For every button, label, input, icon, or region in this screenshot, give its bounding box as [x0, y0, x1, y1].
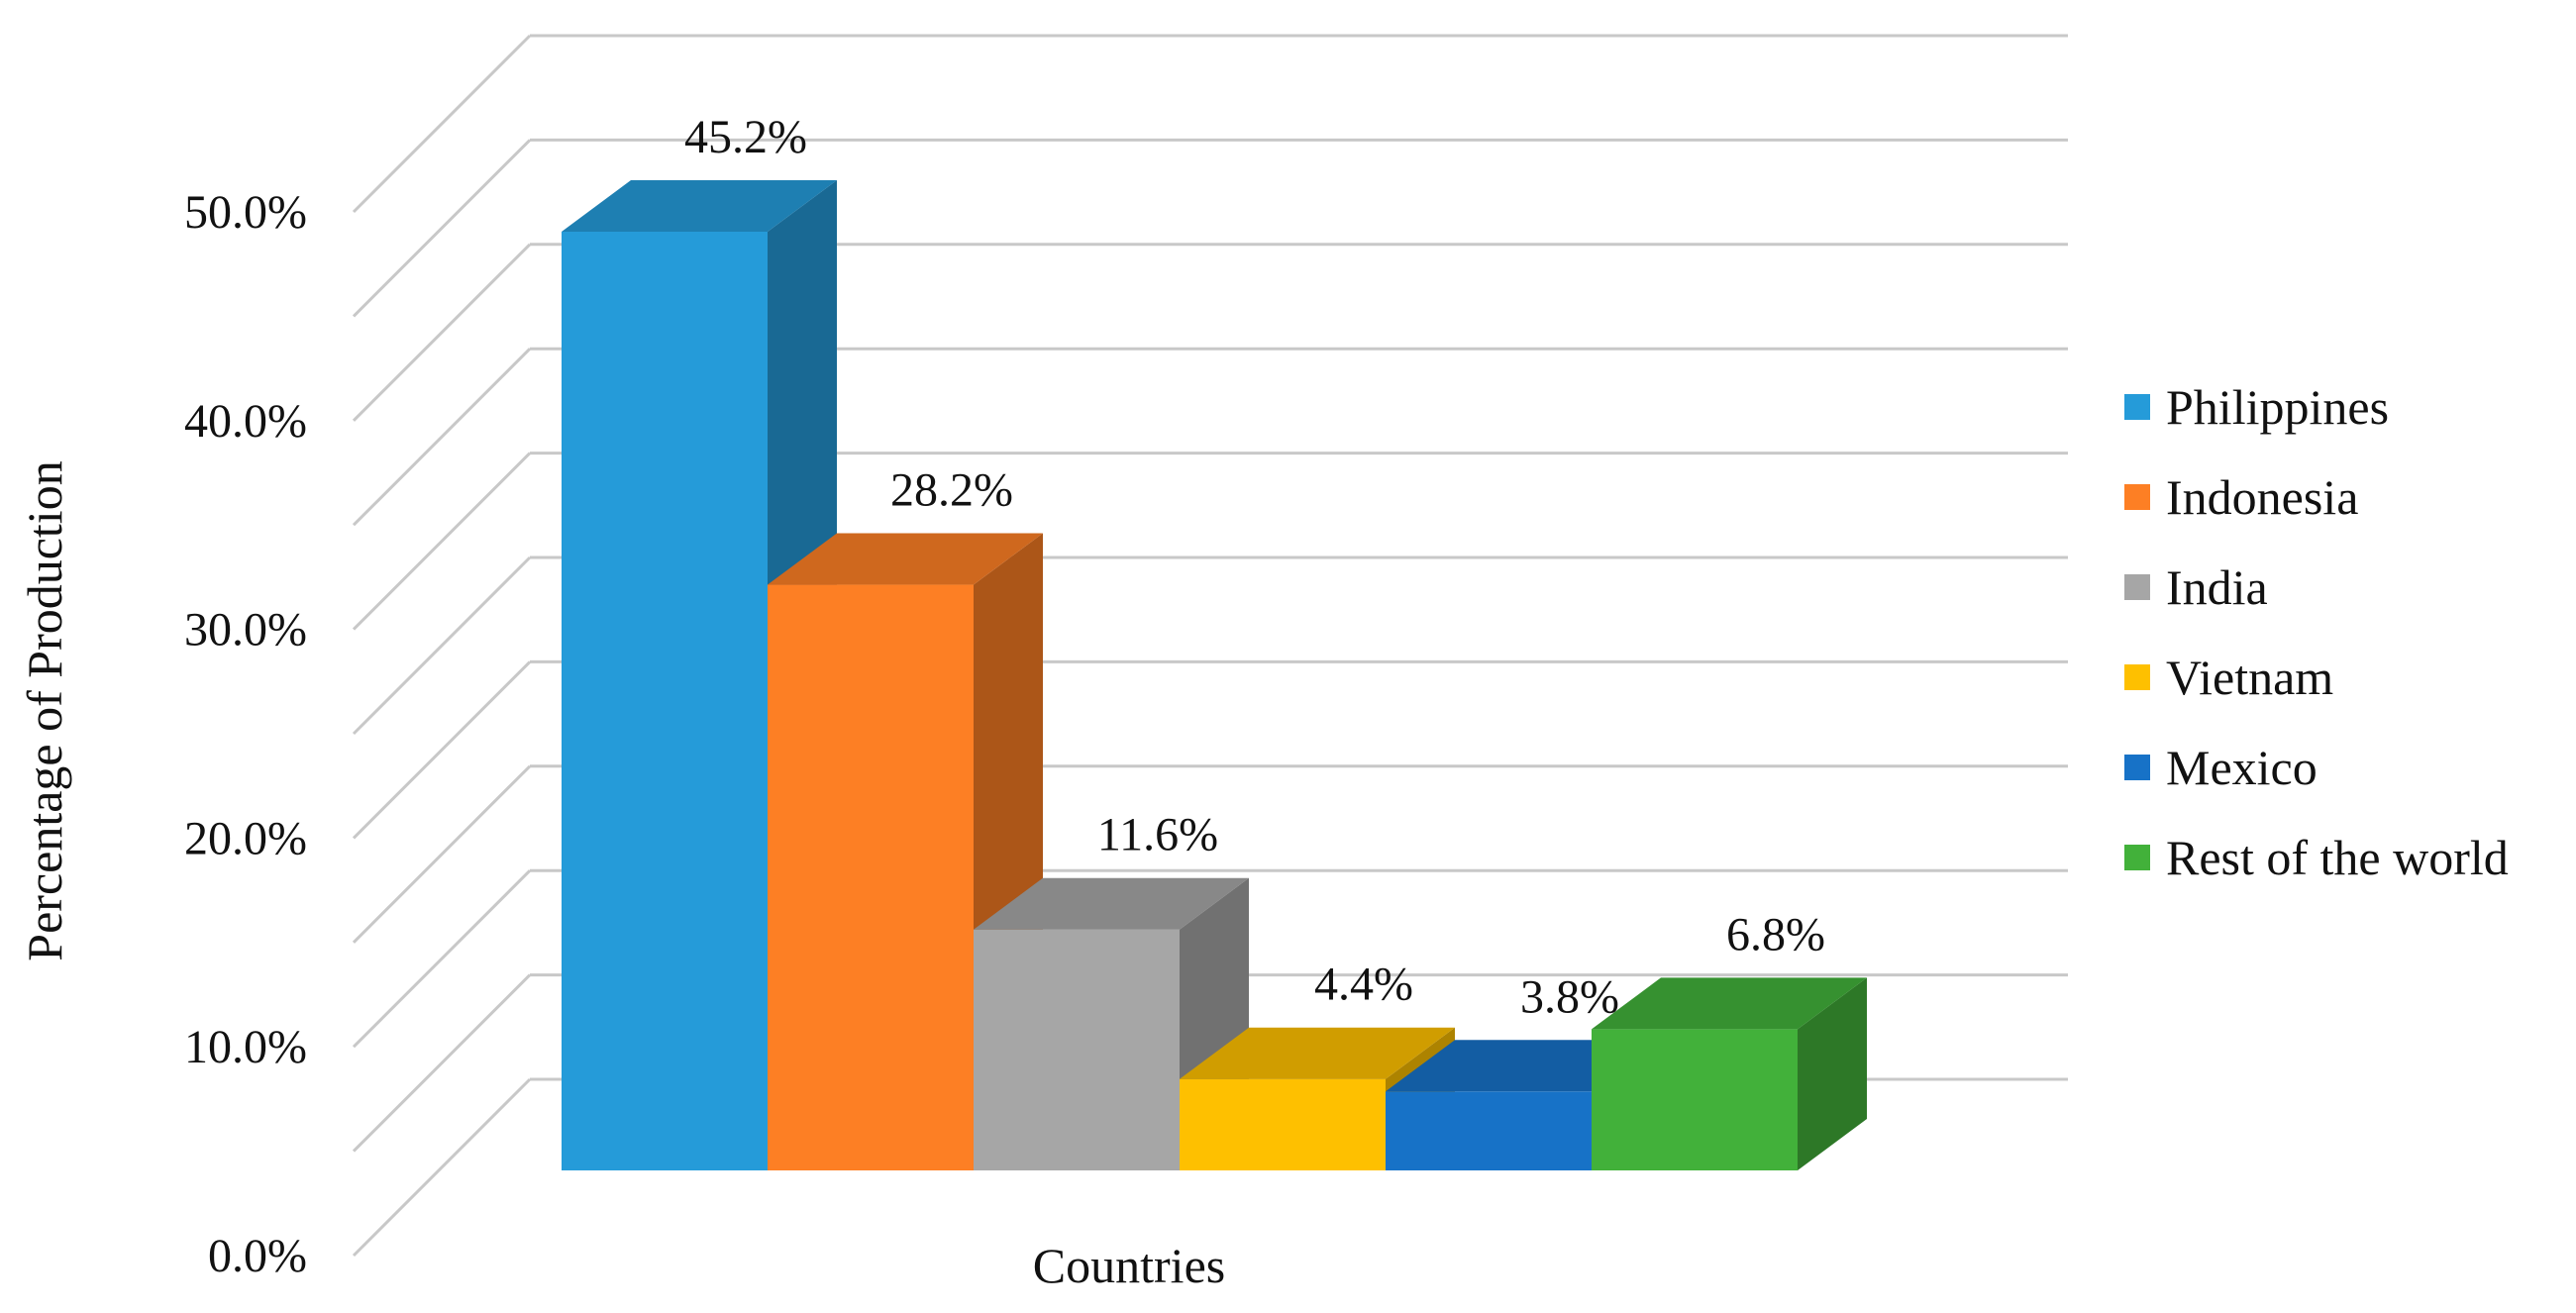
gridline	[352, 452, 532, 631]
bar-front	[1180, 1078, 1386, 1170]
legend-label: Indonesia	[2166, 469, 2358, 525]
legend-swatch	[2124, 394, 2150, 420]
y-tick-label: 40.0%	[184, 395, 307, 448]
bar-top	[562, 180, 837, 232]
y-tick-label: 50.0%	[184, 186, 307, 239]
legend-item: Vietnam	[2124, 650, 2333, 705]
y-tick-label: 20.0%	[184, 812, 307, 864]
bars	[562, 180, 1867, 1170]
bar-side	[1798, 977, 1867, 1170]
bar-top	[1180, 1027, 1455, 1079]
gridline	[352, 348, 532, 527]
legend-item: Philippines	[2124, 379, 2389, 435]
bar-top	[1592, 977, 1867, 1030]
bar-rest-of-the-world	[1592, 977, 1867, 1170]
y-tick-label: 0.0%	[208, 1230, 307, 1282]
bar-front	[1592, 1029, 1798, 1170]
bar-front	[768, 584, 974, 1170]
data-label: 28.2%	[890, 464, 1013, 517]
legend-label: Mexico	[2166, 740, 2318, 795]
y-axis-title: Percentage of Production	[17, 460, 72, 960]
gridline	[352, 869, 532, 1049]
y-tick-label: 10.0%	[184, 1021, 307, 1073]
gridline	[352, 1077, 532, 1258]
legend-swatch	[2124, 845, 2150, 870]
legend-item: India	[2124, 559, 2268, 615]
data-label: 11.6%	[1097, 809, 1218, 861]
gridline	[352, 764, 532, 944]
legend-swatch	[2124, 664, 2150, 690]
legend-swatch	[2124, 755, 2150, 780]
y-axis-ticks: 0.0% 10.0% 20.0% 30.0% 40.0% 50.0%	[184, 186, 307, 1282]
legend-swatch	[2124, 574, 2150, 600]
data-label: 4.4%	[1314, 959, 1413, 1011]
bar-top	[768, 533, 1043, 585]
data-label: 45.2%	[684, 111, 807, 163]
bar-top	[974, 877, 1249, 930]
bar-front	[1386, 1091, 1592, 1170]
data-label: 3.8%	[1520, 970, 1619, 1023]
gridline	[352, 34, 532, 214]
gridline	[352, 660, 532, 840]
x-axis-title: Countries	[1033, 1238, 1225, 1293]
bar-front	[974, 929, 1180, 1170]
legend: Philippines Indonesia India Vietnam Mexico Re…	[2124, 379, 2509, 885]
legend-label: Vietnam	[2166, 650, 2333, 705]
gridline	[352, 243, 532, 422]
legend-item: Rest of the world	[2124, 830, 2509, 885]
data-label: 6.8%	[1726, 908, 1825, 960]
bar-front	[562, 232, 768, 1170]
gridline	[352, 556, 532, 736]
legend-label: Rest of the world	[2166, 830, 2509, 885]
legend-label: India	[2166, 559, 2268, 615]
data-labels: 45.2% 28.2% 11.6% 4.4% 3.8% 6.8%	[684, 111, 1825, 1023]
legend-label: Philippines	[2166, 379, 2389, 435]
legend-swatch	[2124, 484, 2150, 510]
legend-item: Mexico	[2124, 740, 2318, 795]
gridline	[352, 973, 532, 1153]
legend-item: Indonesia	[2124, 469, 2358, 525]
gridline	[352, 139, 532, 318]
y-tick-label: 30.0%	[184, 604, 307, 656]
